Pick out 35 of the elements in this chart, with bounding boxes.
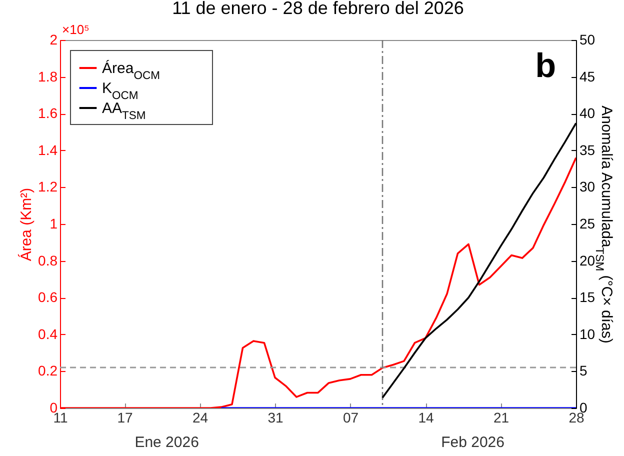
y2-tick-label: 45 — [580, 68, 596, 84]
y-tick-label: 1.6 — [38, 105, 58, 122]
x-tick-label: 31 — [268, 410, 284, 426]
y-tick-label: 1.2 — [38, 178, 58, 195]
y2-tick-label: 30 — [580, 178, 596, 195]
y2-tick-label: 15 — [580, 289, 596, 306]
y2-tick-label: 25 — [580, 216, 596, 232]
y-tick-label: 0.8 — [38, 252, 58, 268]
y2-tick-label: 50 — [580, 32, 596, 48]
x-tick-label: 07 — [342, 410, 359, 426]
text: ×10⁵ — [62, 22, 90, 37]
x-tick-label: 14 — [418, 410, 434, 426]
y-tick-label: 0.6 — [38, 289, 58, 306]
x-tick-label: 24 — [192, 410, 208, 426]
y-tick-label: 1.8 — [38, 68, 58, 84]
legend-label: Área$_{OCM}$ — [102, 59, 160, 82]
y-tick-label: 0.2 — [38, 362, 58, 379]
text: Ene 2026 — [134, 434, 199, 451]
y2-tick-label: 40 — [580, 105, 596, 122]
text: Feb 2026 — [441, 434, 504, 451]
y2-tick-label: 5 — [580, 362, 588, 379]
legend-label: AA$_{TSM}$ — [102, 100, 146, 122]
annotation: b — [535, 47, 556, 85]
chart-title: 11 de enero - 28 de febrero del 2026 — [172, 0, 464, 18]
y-tick-label: 0.4 — [38, 326, 58, 342]
y2-tick-label: 10 — [580, 326, 596, 342]
y-tick-label: 1 — [50, 216, 58, 232]
y2-tick-label: 20 — [580, 252, 596, 268]
y-axis-title: Área (Km²) — [17, 188, 36, 262]
y-tick-label: 2 — [50, 32, 58, 48]
y2-tick-label: 35 — [580, 142, 596, 158]
legend-label: K$_{OCM}$ — [102, 80, 138, 102]
x-tick-label: 21 — [493, 410, 510, 426]
y-tick-label: 1.4 — [38, 142, 58, 158]
x-tick-label: 17 — [117, 410, 133, 426]
